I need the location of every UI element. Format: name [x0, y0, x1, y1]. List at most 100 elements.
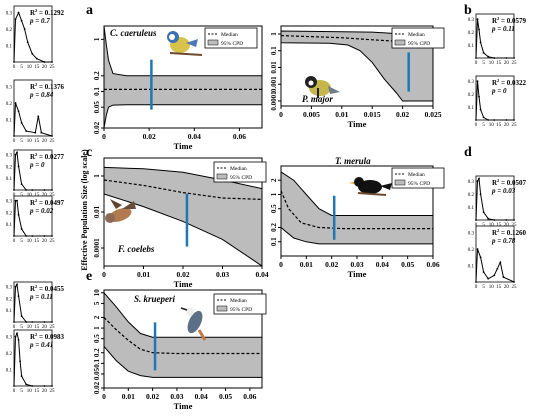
residual-y-tick-label: 0.2 — [6, 297, 13, 302]
y-tick-label: 0.5 — [270, 204, 278, 213]
residual-x-tick-label: 0 — [13, 389, 16, 394]
legend: Median 95% CPD — [391, 27, 445, 49]
residual-x-tick-label: 20 — [42, 239, 48, 244]
residual-point — [40, 131, 43, 134]
residual-point — [14, 199, 17, 202]
residual-point — [476, 180, 479, 183]
residual-x-tick-label: 0 — [475, 223, 478, 228]
x-axis-label: Time — [174, 141, 193, 151]
x-tick-label: 0 — [102, 392, 106, 401]
residual-x-tick-label: 10 — [489, 61, 495, 66]
r-squared-symbol: R — [30, 83, 36, 91]
blue-tit-illustration — [167, 31, 203, 56]
p-value-label: p = 0.02 — [29, 207, 54, 215]
y-tick-label: 0.2 — [93, 71, 101, 80]
legend: Median 95% CPD — [213, 293, 267, 315]
y-tick-label: 1 — [270, 192, 278, 196]
residual-x-tick-label: 5 — [20, 139, 23, 144]
legend-cpd-label: 95% CPD — [230, 175, 252, 181]
r-squared-exponent: 2 — [497, 78, 500, 83]
residual-point — [478, 28, 480, 31]
residual-point — [14, 18, 17, 21]
residual-point — [478, 177, 480, 180]
residual-point — [476, 248, 479, 250]
residual-x-tick-label: 20 — [504, 61, 510, 66]
residual-x-tick-label: 20 — [42, 65, 48, 70]
residual-frame — [475, 13, 515, 59]
p-value-label: p = 0 — [491, 87, 507, 95]
legend-cpd-swatch — [207, 39, 219, 46]
y-tick-label: 0.02 — [93, 121, 101, 134]
x-tick-label: 0.03 — [170, 392, 183, 401]
r-squared-value: = 0.0579 — [499, 17, 526, 25]
residual-x-tick-label: 0 — [13, 139, 16, 144]
r-squared-exponent: 2 — [35, 332, 38, 337]
x-tick-label: 0.02 — [325, 260, 338, 269]
residual-point — [482, 211, 485, 214]
residual-y-tick-label: 0.2 — [468, 93, 475, 98]
x-tick-label: 0.03 — [216, 270, 229, 279]
great-tit-illustration — [305, 76, 340, 98]
residual-x-tick-label: 5 — [482, 61, 485, 66]
residual-y-tick-label: 0.2 — [6, 102, 13, 107]
residual-point — [17, 110, 20, 113]
residual-x-tick-label: 5 — [20, 239, 23, 244]
r-squared-exponent: 2 — [35, 284, 38, 289]
residual-x-tick-label: 0 — [13, 65, 16, 70]
residual-x-tick-label: 10 — [27, 193, 33, 198]
residual-point — [476, 80, 479, 83]
x-tick-label: 0 — [102, 270, 106, 279]
residual-x-tick-label: 10 — [27, 139, 33, 144]
residual-frame — [13, 149, 53, 191]
residual-x-tick-label: 5 — [20, 389, 23, 394]
residual-x-tick-label: 25 — [50, 389, 56, 394]
legend-median-label: Median — [221, 32, 238, 38]
residual-point — [14, 285, 17, 288]
x-tick-label: 0.02 — [143, 132, 156, 141]
r-squared-label: R2 = 0.0455 — [30, 284, 65, 293]
residual-point — [482, 116, 485, 119]
y-tick-label: 0.01 — [93, 205, 101, 218]
x-axis-label: Time — [348, 269, 367, 279]
r-squared-value: = 0.0983 — [37, 333, 64, 341]
residual-point — [35, 57, 38, 60]
residual-y-tick-label: 0.1 — [6, 309, 13, 314]
residual-point — [31, 52, 34, 55]
residual-x-tick-label: 20 — [42, 325, 48, 330]
residual-frame — [13, 79, 53, 137]
residual-y-tick-label: 0.2 — [6, 165, 13, 170]
panel-b-right: 0 0.005 0.01 0.015 0.02 0.025 1 0.1 0.01 0.0010.0… — [270, 25, 445, 129]
residual-point — [16, 199, 18, 202]
x-tick-label: 0.06 — [243, 392, 256, 401]
residual-y-tick-label: 0.2 — [468, 248, 475, 253]
residual-point — [25, 383, 28, 386]
residual-x-tick-label: 25 — [512, 123, 518, 128]
residual-point — [482, 51, 485, 54]
residual-y-tick-label: 0.3 — [468, 18, 475, 23]
panel-e: 0 0.01 0.02 0.03 0.04 0.05 0.06105210.50.20.10… — [93, 289, 267, 411]
residual-x-tick-label: 10 — [489, 223, 495, 228]
x-tick-label: 0 — [102, 132, 106, 141]
residual-x-tick-label: 25 — [50, 139, 56, 144]
x-tick-label: 0.01 — [122, 392, 135, 401]
residual-x-tick-label: 15 — [34, 239, 40, 244]
r-squared-exponent: 2 — [35, 152, 38, 157]
residual-y-tick-label: 0.2 — [468, 193, 475, 198]
residual-point — [479, 193, 482, 196]
residual-point — [487, 55, 490, 58]
r-squared-value: = 0.1292 — [37, 9, 64, 17]
legend-median-label: Median — [408, 172, 425, 178]
residual-x-tick-label: 25 — [512, 223, 518, 228]
residual-point — [496, 267, 499, 270]
residual-y-tick-label: 0.3 — [468, 80, 475, 85]
residual-point — [19, 360, 21, 363]
residual-point — [20, 228, 23, 230]
y-tick-label: 0.02 — [93, 381, 101, 394]
x-axis-label: Time — [348, 119, 367, 129]
panel-c: 0 0.01 0.02 0.03 0.04 1 0.01 0.0001 Time F. coele… — [93, 157, 269, 289]
residual-curve — [13, 11, 52, 63]
